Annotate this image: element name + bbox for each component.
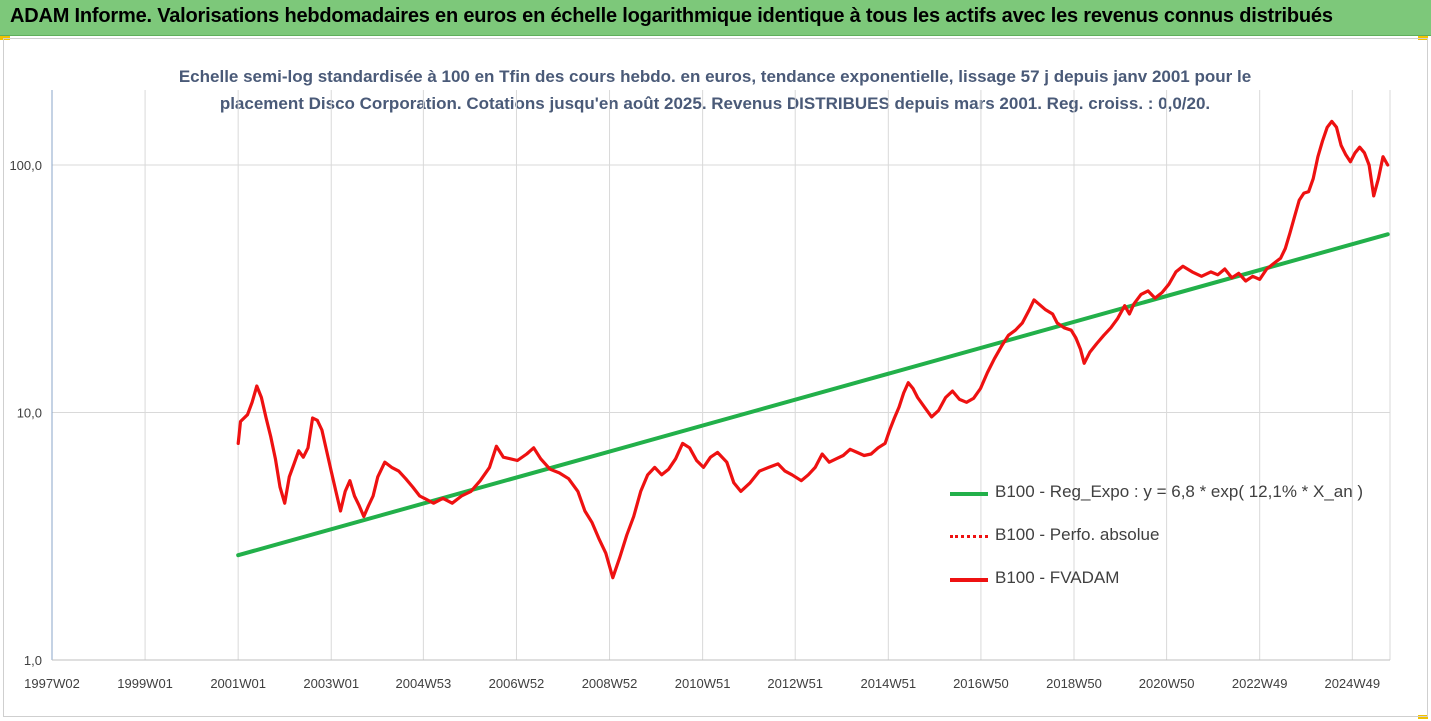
x-tick-label: 2008W52 <box>582 676 638 691</box>
legend-swatch-perfo-absolue <box>950 535 988 538</box>
x-tick-label: 2006W52 <box>489 676 545 691</box>
chart-title-line-2: placement Disco Corporation. Cotations j… <box>219 94 1211 113</box>
x-tick-label: 2018W50 <box>1046 676 1102 691</box>
grid <box>51 90 1391 661</box>
y-tick-label: 10,0 <box>17 406 42 421</box>
x-tick-label: 1997W02 <box>24 676 80 691</box>
x-tick-label: 2010W51 <box>675 676 731 691</box>
y-tick-label: 1,0 <box>24 653 42 668</box>
x-tick-label: 2001W01 <box>210 676 266 691</box>
x-tick-label: 2004W53 <box>396 676 452 691</box>
x-tick-label: 2014W51 <box>860 676 916 691</box>
axes: 1997W02 1999W01 2001W01 2003W01 2004W53 2006W… <box>9 90 1390 691</box>
x-tick-label: 2020W50 <box>1139 676 1195 691</box>
x-tick-label: 2022W49 <box>1232 676 1288 691</box>
x-tick-label: 2003W01 <box>303 676 359 691</box>
legend-label-perfo-absolue: B100 - Perfo. absolue <box>995 525 1160 544</box>
regression-line <box>236 232 1390 558</box>
x-tick-label: 2024W49 <box>1324 676 1380 691</box>
legend-label-fvadam: B100 - FVADAM <box>995 568 1120 587</box>
chart-title-line-1: Echelle semi-log standardisée à 100 en T… <box>178 67 1252 86</box>
chart-frame <box>3 38 1428 717</box>
report-title: ADAM Informe. Valorisations hebdomadaire… <box>10 5 1333 27</box>
legend-label-regression: B100 - Reg_Expo : y = 6,8 * exp( 12,1% *… <box>995 482 1364 501</box>
x-tick-label: 2016W50 <box>953 676 1009 691</box>
legend-swatch-regression <box>950 492 988 496</box>
y-tick-label: 100,0 <box>9 158 42 173</box>
chart-title: Echelle semi-log standardisée à 100 en T… <box>120 63 1310 117</box>
series <box>236 119 1390 580</box>
fvadam-line <box>236 119 1390 580</box>
x-tick-label: 1999W01 <box>117 676 173 691</box>
legend-swatch-fvadam <box>950 578 988 582</box>
corner-marker-bottom-right <box>1418 715 1428 719</box>
report-banner: ADAM Informe. Valorisations hebdomadaire… <box>0 0 1431 36</box>
x-tick-label: 2012W51 <box>767 676 823 691</box>
